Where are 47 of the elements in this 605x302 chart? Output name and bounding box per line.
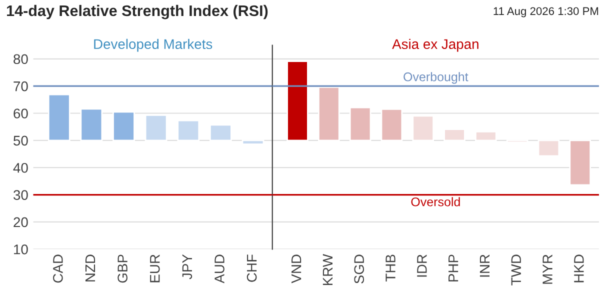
ref-line-label: Oversold — [411, 197, 460, 206]
bar — [412, 115, 434, 142]
x-tick-label: EUR — [150, 254, 160, 282]
bar — [112, 111, 135, 142]
bar — [318, 86, 340, 142]
x-tick-label: JPY — [182, 254, 192, 280]
bar — [209, 124, 232, 142]
x-tick-label: THB — [386, 254, 396, 282]
bar — [444, 128, 466, 142]
bar — [569, 140, 592, 186]
y-tick-label: 40 — [13, 162, 28, 173]
x-tick-label: GBP — [118, 254, 128, 283]
x-tick-label: AUD — [214, 254, 224, 284]
x-tick-label: TWD — [511, 254, 521, 286]
text: 11 Aug 2026 1:30 PM — [494, 7, 598, 18]
bar — [80, 108, 103, 142]
bar — [286, 60, 308, 142]
x-tick-label: SGD — [354, 254, 364, 284]
chart-title: 14-day Relative Strength Index (RSI) — [7, 4, 268, 20]
y-tick-label: 10 — [14, 244, 28, 254]
x-tick-label: VND — [292, 254, 302, 284]
y-tick-label: 50 — [14, 136, 28, 146]
x-tick-label: HKD — [574, 254, 584, 282]
x-tick-label: MYR — [542, 254, 552, 284]
x-tick-label: NZD — [85, 254, 96, 282]
bar — [475, 131, 497, 142]
x-tick-label: INR — [480, 254, 490, 277]
x-tick-label: CHF — [246, 254, 257, 282]
x-tick-label: IDR — [417, 254, 427, 277]
x-tick-label: CAD — [53, 254, 63, 283]
chart-subtitle: Developed Markets — [94, 38, 212, 52]
bar — [349, 106, 372, 142]
bar — [538, 140, 560, 157]
y-tick-label: 70 — [14, 81, 28, 92]
y-tick-label: 20 — [14, 217, 28, 228]
bar — [144, 114, 168, 142]
ref-line-label: Overbought — [404, 72, 468, 84]
bar — [380, 108, 403, 142]
bar — [48, 94, 70, 142]
chart-subtitle: Asia ex Japan — [392, 38, 478, 52]
bar — [177, 120, 200, 142]
x-tick-label: PHP — [448, 254, 458, 282]
x-tick-label: KRW — [322, 254, 332, 286]
y-tick-label: 30 — [13, 190, 28, 200]
y-tick-label: 80 — [14, 54, 28, 64]
y-tick-label: 60 — [14, 108, 28, 118]
bar — [242, 140, 264, 145]
